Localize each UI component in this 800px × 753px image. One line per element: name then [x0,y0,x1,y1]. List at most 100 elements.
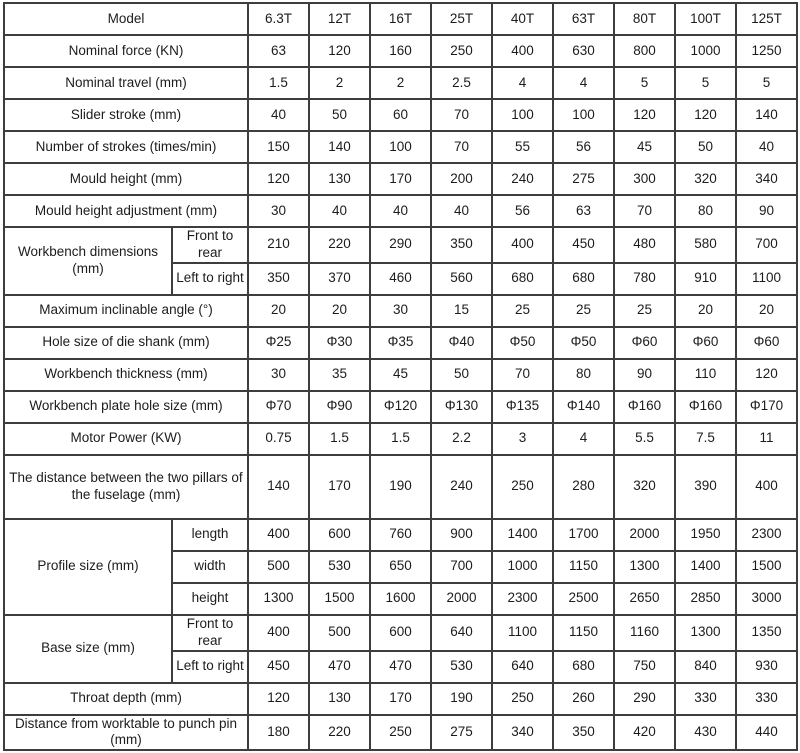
table-row: Number of strokes (times/min) 150 140 100 70… [3,130,798,164]
row-label: Profile size (mm) [3,517,173,616]
value-cell: 120 [308,34,371,68]
value-cell: 1.5 [247,66,310,100]
value-cell: Φ60 [735,325,798,360]
value-cell: 1150 [552,613,615,652]
value-cell: 160 [369,34,432,68]
value-cell: 2.5 [430,66,493,100]
value-cell: 240 [430,453,493,520]
value-cell: 290 [613,681,676,716]
value-cell: 840 [674,649,737,684]
value-cell: 50 [308,98,371,132]
value-cell: 330 [674,681,737,716]
table-row: Nominal travel (mm) 1.5 2 2 2.5 4 4 5 5 5 [3,66,798,100]
value-cell: 1250 [735,34,798,68]
value-cell: 640 [430,613,493,652]
table-row: Mould height adjustment (mm) 30 40 40 40 56 63… [3,194,798,228]
value-cell: 750 [613,649,676,684]
value-cell: 330 [735,681,798,716]
value-cell: 460 [369,261,432,296]
value-cell: 45 [369,357,432,392]
table-row: Profile size (mm) length 400 600 760 900 1400 1… [3,517,798,616]
value-cell: 63 [247,34,310,68]
value-cell: Φ160 [613,389,676,424]
table-row: Workbench dimensions (mm) Front to rear 21… [3,226,798,296]
model-header-cell: 125T [735,2,798,36]
model-header-cell: 6.3T [247,2,310,36]
value-cell: 2 [308,66,371,100]
table-row: Distance from worktable to punch pin (mm… [3,713,798,752]
value-cell: 2000 [430,581,493,616]
table-row: Left to right 350 370 460 560 680 680 780 910 110… [4,261,798,296]
row-label: The distance between the two pillars of … [3,453,249,520]
value-cell: 260 [552,681,615,716]
value-cell: 1.5 [308,421,371,456]
value-cell: 530 [308,549,371,584]
value-cell: 390 [674,453,737,520]
value-cell: 700 [735,226,798,264]
value-cell: 2650 [613,581,676,616]
value-cell: 40 [247,98,310,132]
value-cell: 4 [552,66,615,100]
value-cell: 290 [369,226,432,264]
model-header-cell: 12T [308,2,371,36]
row-label: Nominal travel (mm) [3,66,249,100]
value-cell: 400 [247,613,310,652]
value-cell: 320 [674,162,737,196]
value-cell: 130 [308,681,371,716]
value-cell: 250 [491,453,554,520]
value-cell: 340 [735,162,798,196]
row-label: Workbench plate hole size (mm) [3,389,249,424]
value-cell: 3000 [735,581,798,616]
value-cell: 25 [491,293,554,328]
value-cell: 40 [735,130,798,164]
row-label: Nominal force (KN) [3,34,249,68]
row-label: Motor Power (KW) [3,421,249,456]
value-cell: 250 [369,713,432,752]
value-cell: 210 [247,226,310,264]
value-cell: 630 [552,34,615,68]
value-cell: 470 [369,649,432,684]
value-cell: 55 [491,130,554,164]
value-cell: 170 [369,681,432,716]
row-sublabel: Front to rear [171,226,249,264]
row-label: Number of strokes (times/min) [3,130,249,164]
value-cell: 1100 [491,613,554,652]
value-cell: 1000 [491,549,554,584]
value-cell: 25 [552,293,615,328]
value-cell: 680 [552,261,615,296]
value-cell: 15 [430,293,493,328]
value-cell: 2.2 [430,421,493,456]
value-cell: 500 [308,613,371,652]
value-cell: 640 [491,649,554,684]
table-row: Maximum inclinable angle (°) 20 20 30 15 25 25… [3,293,798,328]
value-cell: 450 [247,649,310,684]
value-cell: 120 [247,162,310,196]
value-cell: Φ60 [613,325,676,360]
value-cell: 560 [430,261,493,296]
value-cell: 40 [308,194,371,228]
row-label: Slider stroke (mm) [3,98,249,132]
value-cell: 450 [552,226,615,264]
value-cell: 470 [308,649,371,684]
value-cell: 5 [674,66,737,100]
value-cell: 700 [430,549,493,584]
value-cell: 350 [247,261,310,296]
value-cell: 300 [613,162,676,196]
value-cell: 1400 [491,517,554,552]
value-cell: 25 [613,293,676,328]
table-row: Left to right 450 470 470 530 640 680 750 840 930 [4,649,798,684]
value-cell: 220 [308,226,371,264]
value-cell: 1500 [735,549,798,584]
value-cell: 2000 [613,517,676,552]
value-cell: 2 [369,66,432,100]
value-cell: Φ35 [369,325,432,360]
value-cell: 600 [369,613,432,652]
value-cell: 140 [247,453,310,520]
value-cell: 130 [308,162,371,196]
value-cell: Φ135 [491,389,554,424]
value-cell: 100 [552,98,615,132]
value-cell: 275 [430,713,493,752]
value-cell: 250 [430,34,493,68]
value-cell: 56 [491,194,554,228]
